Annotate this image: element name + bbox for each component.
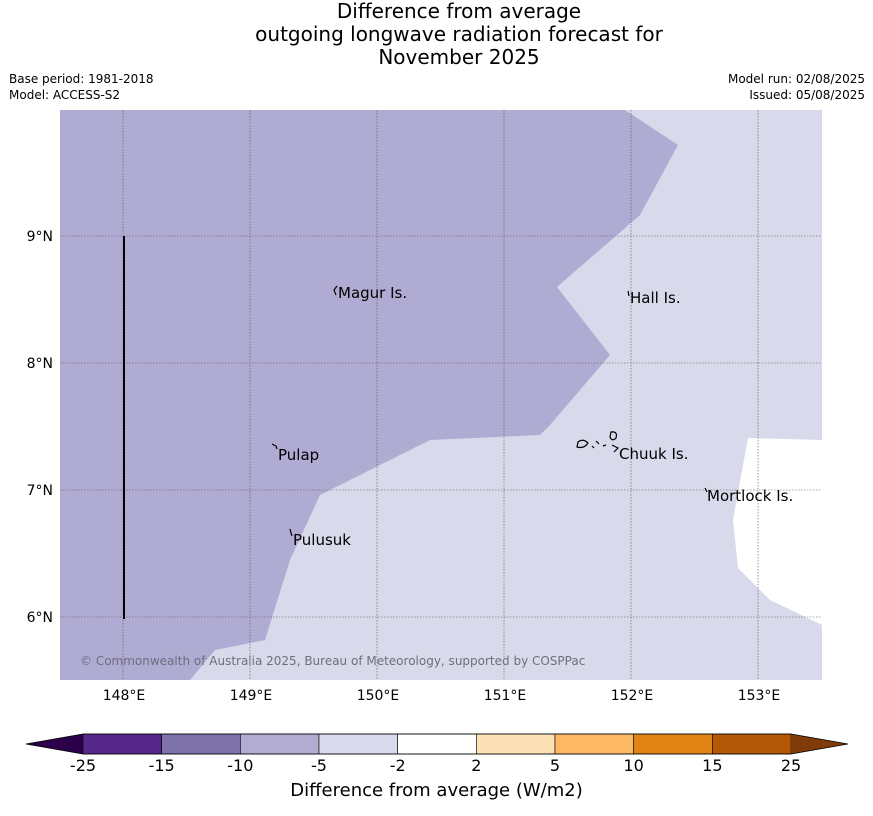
- place-label-hall: Hall Is.: [630, 289, 681, 307]
- title-line-1: Difference from average: [336, 0, 582, 23]
- colorbar-tick-label: 15: [702, 756, 722, 775]
- colorbar-bin: [476, 733, 556, 755]
- colorbar: -25 -15 -10 -5 -2 2 5 10 15 25: [25, 733, 849, 775]
- colorbar-tick-label: 10: [623, 756, 643, 775]
- copyright-notice: © Commonwealth of Australia 2025, Bureau…: [80, 654, 585, 668]
- lat-label: 7°N: [27, 483, 53, 499]
- colorbar-bin: [161, 733, 241, 755]
- colorbar-tick-label: -2: [390, 756, 406, 775]
- lat-label: 9°N: [27, 229, 53, 245]
- colorbar-bin: [240, 733, 320, 755]
- lat-label: 6°N: [27, 610, 53, 626]
- colorbar-under-arrow: [26, 734, 83, 754]
- colorbar-outline: [25, 733, 849, 755]
- place-label-pulap: Pulap: [278, 446, 319, 464]
- colorbar-over-arrow: [791, 734, 848, 754]
- colorbar-bin: [633, 733, 713, 755]
- model-name: Model: ACCESS-S2: [9, 88, 121, 102]
- place-label-magur: Magur Is.: [338, 284, 407, 302]
- colorbar-tick-label: -15: [149, 756, 175, 775]
- lon-label: 148°E: [103, 688, 146, 704]
- base-period: Base period: 1981-2018: [9, 72, 154, 86]
- colorbar-bin: [397, 733, 477, 755]
- island-coastlines: [271, 285, 708, 537]
- map-title: Difference from average outgoing longwav…: [0, 0, 873, 69]
- place-label-chuuk: Chuuk Is.: [619, 445, 688, 463]
- title-line-3: November 2025: [378, 45, 540, 69]
- run-info: Model run: 02/08/2025 Issued: 05/08/2025: [728, 71, 865, 103]
- colorbar-tick-label: -5: [311, 756, 327, 775]
- colorbar-ticks: -25 -15 -10 -5 -2 2 5 10 15 25: [70, 756, 801, 775]
- colorbar-tick-label: 2: [471, 756, 481, 775]
- colorbar-bin: [318, 733, 398, 755]
- base-info: Base period: 1981-2018 Model: ACCESS-S2: [9, 71, 154, 103]
- issued-date: Issued: 05/08/2025: [749, 88, 865, 102]
- colorbar-tick-label: 25: [781, 756, 801, 775]
- lon-label: 150°E: [357, 688, 400, 704]
- lon-label: 149°E: [230, 688, 273, 704]
- colorbar-label: Difference from average (W/m2): [290, 780, 583, 801]
- place-label-pulusuk: Pulusuk: [293, 531, 351, 549]
- place-label-mortlock: Mortlock Is.: [707, 487, 793, 505]
- model-run-date: Model run: 02/08/2025: [727, 72, 865, 86]
- colorbar-tick-label: -25: [70, 756, 96, 775]
- field-minus2-to-2: [733, 438, 822, 625]
- lon-label: 153°E: [738, 688, 781, 704]
- lat-label: 8°N: [27, 356, 53, 372]
- latitude-labels: 9°N 8°N 7°N 6°N: [27, 229, 53, 626]
- field-minus10-to-minus5: [60, 110, 678, 680]
- colorbar-tick-label: 5: [550, 756, 560, 775]
- lon-label: 152°E: [611, 688, 654, 704]
- colorbar-bin: [82, 733, 162, 755]
- title-line-2: outgoing longwave radiation forecast for: [255, 22, 663, 46]
- longitude-labels: 148°E 149°E 150°E 151°E 152°E 153°E: [103, 688, 781, 704]
- colorbar-segments: [82, 733, 792, 755]
- colorbar-bin: [554, 733, 634, 755]
- map-plot-area: Magur Is. Hall Is. Pulap Chuuk Is. Mortl…: [60, 110, 822, 680]
- colorbar-tick-label: -10: [227, 756, 253, 775]
- lon-label: 151°E: [484, 688, 527, 704]
- colorbar-bin: [712, 733, 792, 755]
